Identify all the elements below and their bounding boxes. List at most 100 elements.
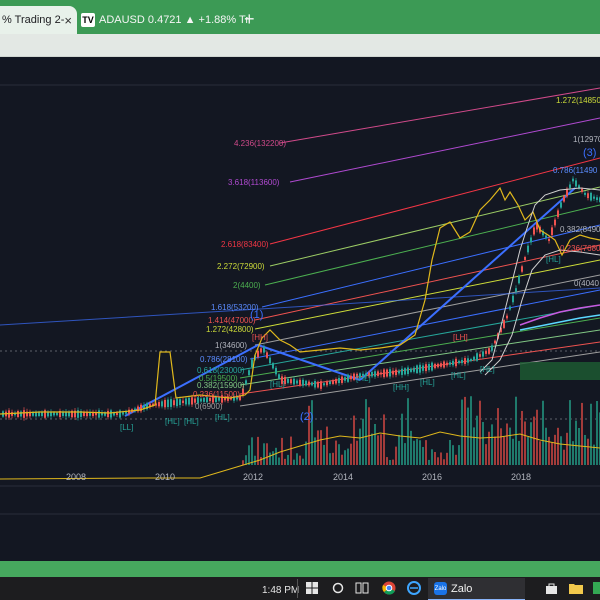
- candle-body: [278, 374, 280, 379]
- candle-body: [569, 184, 571, 189]
- candle-body: [263, 346, 265, 353]
- fib-label: 2.618(83400): [221, 240, 269, 249]
- volume-bar: [593, 444, 595, 465]
- candle-body: [98, 410, 100, 418]
- fib-label: 0.382(8490: [560, 225, 600, 234]
- volume-bar: [482, 421, 484, 465]
- volume-bar: [437, 457, 439, 465]
- browser-tab-adausd[interactable]: TV ADAUSD 0.4721 ▲ +1.88% Tradin ×: [77, 6, 248, 34]
- candle-body: [140, 404, 142, 412]
- price-overlay-line: [0, 186, 600, 415]
- pivot-label: [HL]: [420, 378, 435, 387]
- candle-body: [308, 381, 310, 386]
- volume-bar: [590, 403, 592, 465]
- volume-bar: [395, 446, 397, 465]
- candle-body: [233, 395, 235, 401]
- volume-bar: [389, 459, 391, 465]
- candle-body: [560, 202, 562, 208]
- volume-bar: [266, 443, 268, 465]
- candle-body: [587, 193, 589, 199]
- volume-bar: [248, 445, 250, 465]
- candle-body: [584, 192, 586, 195]
- candle-body: [581, 188, 583, 192]
- browser-tab-active[interactable]: % Trading 2- ×: [0, 6, 77, 34]
- candle-body: [260, 348, 262, 353]
- chrome-icon[interactable]: [381, 580, 397, 596]
- candle-body: [155, 403, 157, 406]
- tab-title: ADAUSD 0.4721 ▲ +1.88% Tradin: [99, 14, 248, 26]
- file-explorer-icon[interactable]: [568, 580, 584, 596]
- pivot-label: [LH]: [453, 333, 468, 342]
- volume-bar: [398, 434, 400, 465]
- candle-body: [89, 412, 91, 416]
- close-tab-icon[interactable]: ×: [64, 12, 72, 28]
- candle-body: [23, 410, 25, 418]
- candle-body: [20, 411, 22, 417]
- trend-line: [359, 187, 576, 381]
- candle-body: [398, 370, 400, 374]
- candle-body: [509, 306, 511, 310]
- volume-bar: [587, 438, 589, 465]
- volume-bar: [539, 441, 541, 465]
- candle-body: [50, 411, 52, 417]
- candle-body: [590, 192, 592, 201]
- volume-bar: [293, 459, 295, 465]
- candle-body: [248, 370, 250, 376]
- fib-label: 1.414(47000): [208, 316, 256, 325]
- candle-body: [245, 380, 247, 385]
- candle-body: [299, 379, 301, 385]
- task-view-icon[interactable]: [354, 580, 370, 596]
- fib-label: 0.5(19500): [199, 374, 238, 383]
- fib-label: 3.618(113600): [228, 178, 280, 187]
- candle-body: [407, 367, 409, 375]
- candle-body: [200, 398, 202, 402]
- volume-bar: [269, 452, 271, 465]
- app-icon[interactable]: [590, 580, 600, 596]
- candle-body: [236, 396, 238, 400]
- candle-body: [500, 327, 502, 333]
- candle-body: [431, 362, 433, 371]
- new-tab-button[interactable]: +: [244, 9, 255, 29]
- candle-body: [92, 411, 94, 417]
- taskbar-clock[interactable]: 1:48 PM: [262, 585, 300, 596]
- taskbar-app-zalo[interactable]: Zalo Zalo: [428, 578, 525, 600]
- candle-body: [230, 397, 232, 400]
- candle-body: [404, 368, 406, 375]
- candle-body: [362, 373, 364, 376]
- store-icon[interactable]: [543, 580, 559, 596]
- x-axis-label: 2012: [243, 472, 263, 482]
- candle-body: [287, 378, 289, 383]
- volume-bar: [302, 458, 304, 465]
- chart-pane[interactable]: 1.272(148500) 1(129700) 4.236(132200) 3.…: [0, 57, 600, 561]
- candle-body: [176, 398, 178, 407]
- volume-bar: [470, 396, 472, 465]
- search-icon[interactable]: [330, 580, 346, 596]
- candle-body: [485, 351, 487, 354]
- candle-body: [242, 388, 244, 395]
- volume-bar: [491, 424, 493, 465]
- volume-bar: [503, 436, 505, 465]
- candle-body: [53, 412, 55, 416]
- candle-body: [467, 358, 469, 363]
- candle-body: [347, 374, 349, 382]
- volume-bar: [383, 414, 385, 465]
- candle-body: [335, 379, 337, 384]
- volume-bar: [578, 427, 580, 465]
- fib-line: [239, 329, 600, 386]
- volume-bar: [542, 400, 544, 465]
- indicator-line: [519, 304, 600, 326]
- candle-body: [392, 370, 394, 375]
- price-chart[interactable]: 1.272(148500) 1(129700) 4.236(132200) 3.…: [0, 57, 600, 561]
- candle-body: [212, 396, 214, 403]
- volume-bar: [287, 454, 289, 465]
- candle-body: [386, 369, 388, 377]
- windows-start-icon[interactable]: [304, 580, 320, 596]
- taskbar-app-label: Zalo: [451, 582, 473, 595]
- candle-body: [473, 356, 475, 361]
- fib-label: 0.786(28100): [200, 355, 248, 364]
- candle-body: [185, 398, 187, 405]
- edge-icon[interactable]: [406, 580, 422, 596]
- candle-body: [35, 411, 37, 417]
- candle-body: [296, 380, 298, 384]
- candle-body: [401, 368, 403, 375]
